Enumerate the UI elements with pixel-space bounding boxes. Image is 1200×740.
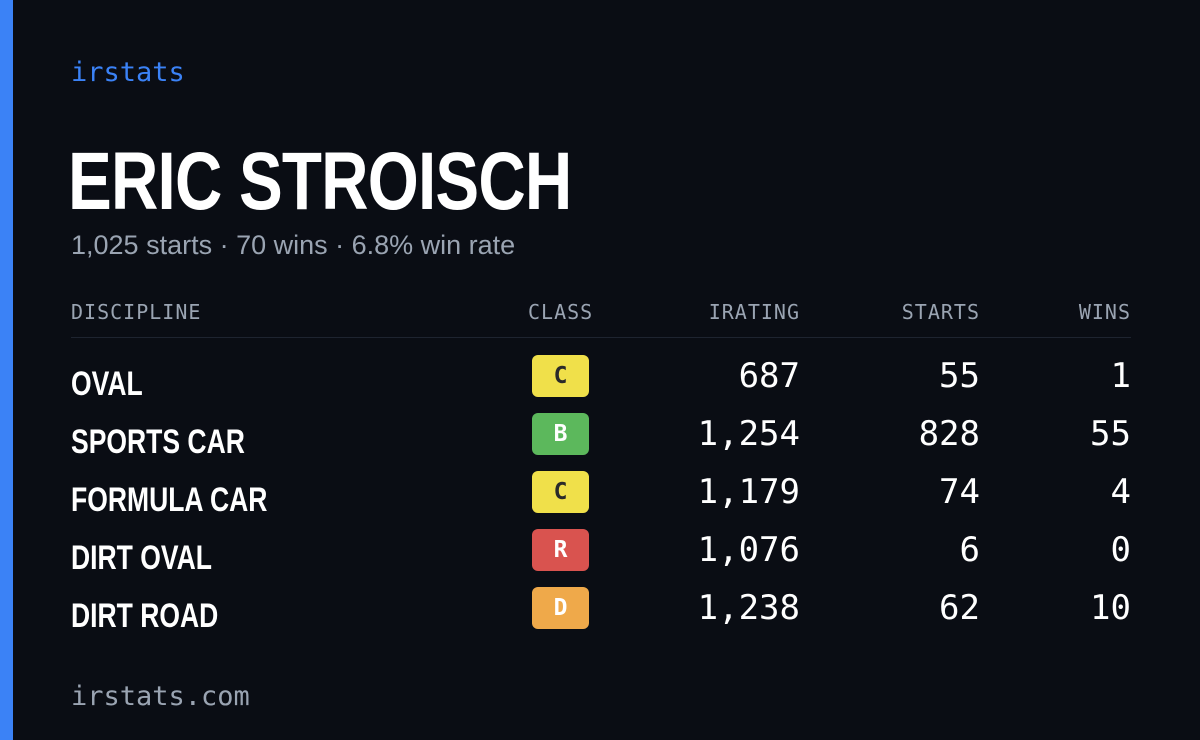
table-body: OVAL C 687 55 1 SPORTS CAR B 1,254 828 5… — [71, 354, 1131, 644]
class-badge: B — [532, 413, 589, 455]
player-name: ERIC STROISCH — [68, 136, 572, 227]
table-row: FORMULA CAR C 1,179 74 4 — [71, 470, 1131, 528]
table-row: SPORTS CAR B 1,254 828 55 — [71, 412, 1131, 470]
wins-value: 10 — [1090, 588, 1131, 628]
irating-value: 687 — [738, 356, 800, 396]
class-badge: C — [532, 471, 589, 513]
discipline-name: FORMULA CAR — [71, 481, 268, 519]
player-summary: 1,025 starts · 70 wins · 6.8% win rate — [71, 230, 516, 260]
class-badge: R — [532, 529, 589, 571]
table-row: DIRT OVAL R 1,076 6 0 — [71, 528, 1131, 586]
wins-value: 0 — [1110, 530, 1131, 570]
irating-value: 1,179 — [697, 472, 800, 512]
header-class: CLASS — [528, 300, 594, 324]
irating-value: 1,238 — [697, 588, 800, 628]
header-discipline: DISCIPLINE — [71, 300, 202, 324]
table-row: OVAL C 687 55 1 — [71, 354, 1131, 412]
wins-value: 1 — [1110, 356, 1131, 396]
discipline-name: OVAL — [71, 365, 143, 403]
header-wins: WINS — [1078, 300, 1131, 324]
irating-value: 1,254 — [697, 414, 800, 454]
discipline-name: SPORTS CAR — [71, 423, 245, 461]
accent-bar — [0, 0, 13, 740]
discipline-name: DIRT OVAL — [71, 539, 212, 577]
wins-value: 55 — [1090, 414, 1131, 454]
table-row: DIRT ROAD D 1,238 62 10 — [71, 586, 1131, 644]
starts-value: 828 — [918, 414, 980, 454]
footer-domain[interactable]: irstats.com — [71, 681, 250, 712]
header-irating: IRATING — [708, 300, 800, 324]
discipline-name: DIRT ROAD — [71, 597, 219, 635]
starts-value: 74 — [939, 472, 980, 512]
class-badge: D — [532, 587, 589, 629]
header-starts: STARTS — [901, 300, 980, 324]
wins-value: 4 — [1110, 472, 1131, 512]
stats-table: DISCIPLINE CLASS IRATING STARTS WINS OVA… — [71, 296, 1131, 644]
starts-value: 55 — [939, 356, 980, 396]
brand-logo[interactable]: irstats — [71, 57, 185, 88]
table-header-row: DISCIPLINE CLASS IRATING STARTS WINS — [71, 296, 1131, 338]
class-badge: C — [532, 355, 589, 397]
starts-value: 62 — [939, 588, 980, 628]
irating-value: 1,076 — [697, 530, 800, 570]
starts-value: 6 — [959, 530, 980, 570]
